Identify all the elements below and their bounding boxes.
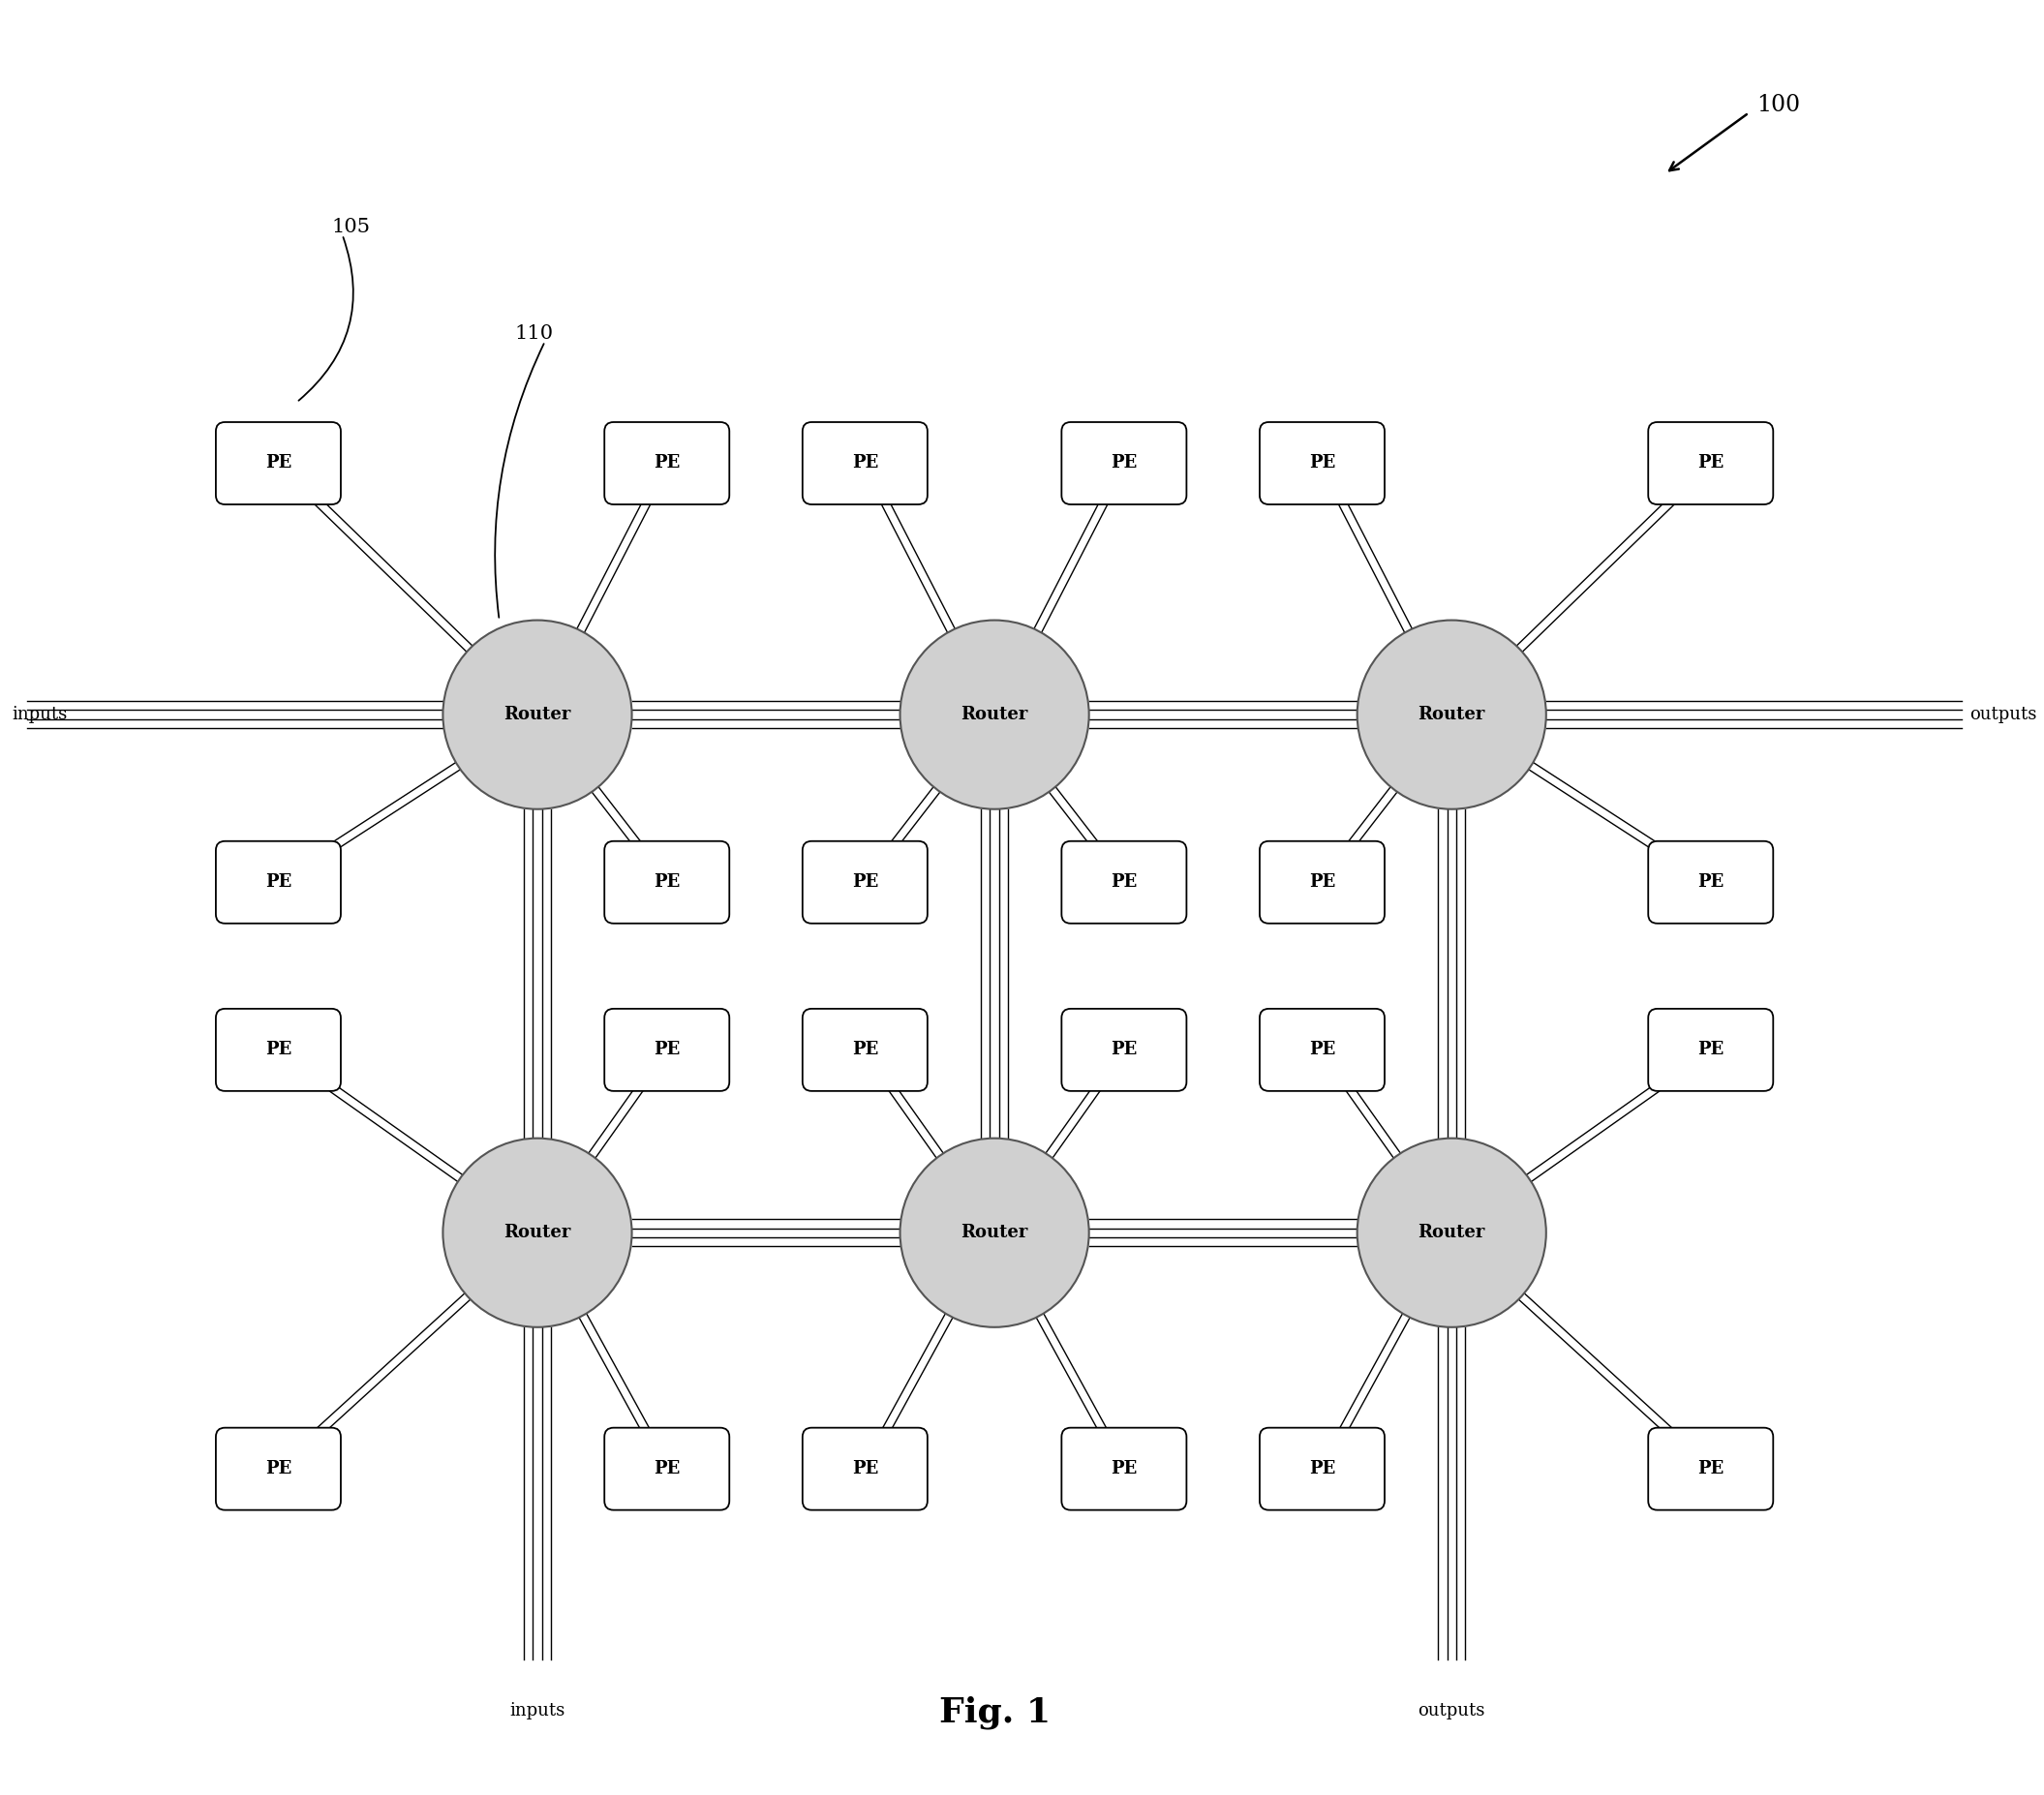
Circle shape xyxy=(444,1138,632,1327)
FancyBboxPatch shape xyxy=(803,422,928,504)
Text: PE: PE xyxy=(1308,1041,1335,1059)
Text: Router: Router xyxy=(961,1224,1028,1242)
FancyBboxPatch shape xyxy=(1259,1427,1384,1510)
FancyBboxPatch shape xyxy=(1647,422,1772,504)
Circle shape xyxy=(444,621,632,810)
Text: outputs: outputs xyxy=(1419,1702,1486,1720)
Text: PE: PE xyxy=(1110,874,1136,890)
FancyBboxPatch shape xyxy=(1647,1427,1772,1510)
FancyBboxPatch shape xyxy=(1259,422,1384,504)
Text: PE: PE xyxy=(852,1041,879,1059)
FancyBboxPatch shape xyxy=(803,1427,928,1510)
FancyBboxPatch shape xyxy=(605,1009,730,1091)
FancyBboxPatch shape xyxy=(1259,842,1384,923)
Text: PE: PE xyxy=(1697,1041,1723,1059)
FancyBboxPatch shape xyxy=(217,1009,341,1091)
Text: PE: PE xyxy=(1697,1459,1723,1477)
FancyBboxPatch shape xyxy=(217,1427,341,1510)
Text: PE: PE xyxy=(266,1459,292,1477)
Text: Router: Router xyxy=(1419,705,1486,723)
Text: PE: PE xyxy=(654,1459,681,1477)
Circle shape xyxy=(899,621,1089,810)
FancyBboxPatch shape xyxy=(1647,1009,1772,1091)
Text: PE: PE xyxy=(1697,454,1723,472)
Circle shape xyxy=(1357,1138,1545,1327)
Text: PE: PE xyxy=(1110,1459,1136,1477)
FancyBboxPatch shape xyxy=(217,842,341,923)
Text: 100: 100 xyxy=(1756,93,1801,117)
Text: 110: 110 xyxy=(515,325,554,343)
Text: Router: Router xyxy=(503,1224,570,1242)
Text: Router: Router xyxy=(503,705,570,723)
FancyBboxPatch shape xyxy=(605,1427,730,1510)
Text: PE: PE xyxy=(654,1041,681,1059)
Text: Router: Router xyxy=(961,705,1028,723)
FancyBboxPatch shape xyxy=(1061,1009,1186,1091)
Text: PE: PE xyxy=(266,1041,292,1059)
Text: PE: PE xyxy=(852,874,879,890)
Text: Fig. 1: Fig. 1 xyxy=(938,1696,1051,1729)
FancyBboxPatch shape xyxy=(605,842,730,923)
Text: inputs: inputs xyxy=(12,705,67,723)
Text: PE: PE xyxy=(654,454,681,472)
Text: PE: PE xyxy=(852,1459,879,1477)
FancyBboxPatch shape xyxy=(803,842,928,923)
Text: inputs: inputs xyxy=(509,1702,564,1720)
Text: PE: PE xyxy=(266,874,292,890)
Text: outputs: outputs xyxy=(1970,705,2038,723)
Text: PE: PE xyxy=(852,454,879,472)
Text: PE: PE xyxy=(1308,874,1335,890)
Text: PE: PE xyxy=(1308,1459,1335,1477)
Circle shape xyxy=(1357,621,1545,810)
FancyBboxPatch shape xyxy=(1061,422,1186,504)
FancyBboxPatch shape xyxy=(1259,1009,1384,1091)
FancyBboxPatch shape xyxy=(1647,842,1772,923)
Text: PE: PE xyxy=(266,454,292,472)
FancyBboxPatch shape xyxy=(605,422,730,504)
Text: Router: Router xyxy=(1419,1224,1486,1242)
Text: PE: PE xyxy=(1110,454,1136,472)
Circle shape xyxy=(899,1138,1089,1327)
Text: 105: 105 xyxy=(331,217,370,237)
FancyBboxPatch shape xyxy=(1061,1427,1186,1510)
Text: PE: PE xyxy=(1110,1041,1136,1059)
Text: PE: PE xyxy=(1697,874,1723,890)
Text: PE: PE xyxy=(1308,454,1335,472)
FancyBboxPatch shape xyxy=(217,422,341,504)
FancyBboxPatch shape xyxy=(1061,842,1186,923)
Text: PE: PE xyxy=(654,874,681,890)
FancyBboxPatch shape xyxy=(803,1009,928,1091)
